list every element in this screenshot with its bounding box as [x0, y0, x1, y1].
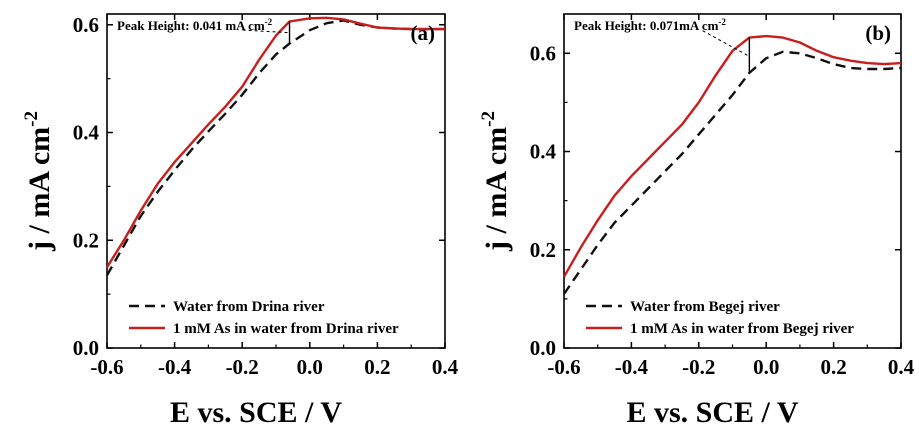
series-line-water — [105, 19, 445, 276]
x-tick-label: -0.4 — [615, 355, 649, 379]
x-tick-label: -0.6 — [547, 355, 580, 379]
plot-frame — [563, 13, 902, 349]
y-tick-label: 0.6 — [73, 13, 99, 37]
legend-label: 1 mM As in water from Begej river — [630, 321, 854, 337]
legend-label: Water from Begej river — [630, 299, 780, 315]
series-line-water — [563, 50, 902, 295]
x-tick-label: 0.2 — [364, 355, 390, 379]
y-tick-label: 0.4 — [73, 121, 100, 145]
x-tick-label: -0.4 — [158, 355, 192, 379]
x-axis-title: E vs. SCE / V — [170, 396, 342, 429]
y-tick-label: 0.0 — [530, 336, 556, 360]
peak-height-annotation: Peak Height: 0.071mA cm-2 — [574, 17, 726, 33]
y-tick-label: 0.6 — [530, 41, 556, 65]
x-axis-title: E vs. SCE / V — [626, 396, 798, 429]
annotation-leader — [241, 29, 288, 34]
y-axis-title: j / mA cm-2 — [478, 111, 513, 252]
y-tick-label: 0.2 — [530, 238, 556, 262]
y-tick-label: 0.0 — [73, 336, 99, 360]
peak-height-annotation: Peak Height: 0.041 mA cm-2 — [117, 17, 273, 33]
annotation-leader — [701, 29, 748, 56]
chart-panel-b: -0.6 -0.4 -0.2 0.0 0.2 0.4 0.0 0.2 0.4 0.6 E vs. S… — [478, 13, 915, 429]
x-tick-label: 0.0 — [753, 355, 779, 379]
x-tick-label: -0.6 — [90, 355, 123, 379]
chart-panel-a: -0.6 -0.4 -0.2 0.0 0.2 0.4 0.0 0.2 0.4 0.6 E vs. S… — [21, 13, 459, 429]
y-tick-label: 0.2 — [73, 228, 99, 252]
x-tick-label: -0.2 — [682, 355, 715, 379]
panel-label: (a) — [411, 21, 436, 45]
plot-frame — [106, 13, 446, 349]
legend-label: Water from Drina river — [173, 299, 325, 315]
x-tick-label: 0.4 — [888, 355, 915, 379]
legend-label: 1 mM As in water from Drina river — [173, 321, 399, 337]
series-line-arsenic — [105, 16, 445, 268]
x-tick-label: -0.2 — [226, 355, 259, 379]
panel-label: (b) — [865, 21, 891, 45]
series-line-arsenic — [562, 34, 902, 278]
y-axis-title: j / mA cm-2 — [21, 111, 56, 252]
x-tick-label: 0.0 — [297, 355, 323, 379]
x-tick-label: 0.4 — [432, 355, 459, 379]
x-tick-label: 0.2 — [820, 355, 846, 379]
y-tick-label: 0.4 — [530, 140, 557, 164]
